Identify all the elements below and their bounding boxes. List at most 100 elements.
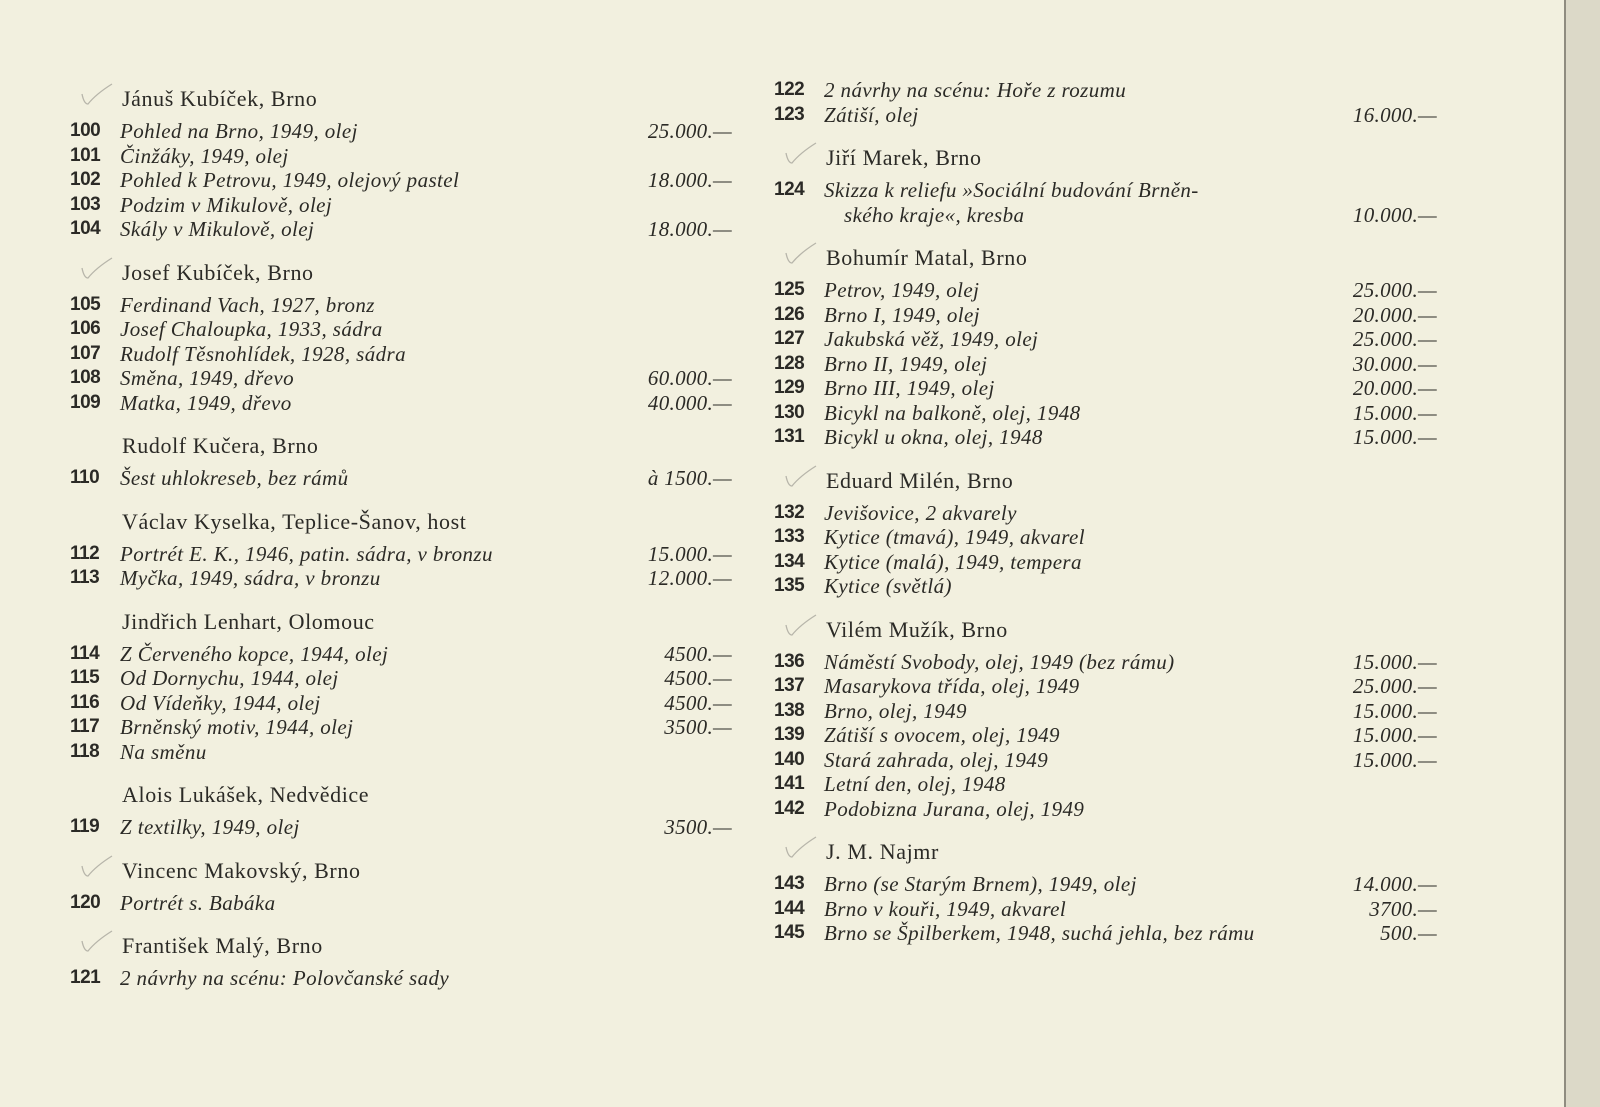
entry-number: 138 <box>774 699 805 721</box>
entry-title: Zátiší, olej <box>824 102 919 127</box>
catalogue-entry: 125 Petrov, 1949, olej 25.000.— <box>774 278 1437 303</box>
entry-number: 119 <box>70 816 100 837</box>
entry-price: 15.000.— <box>1352 400 1437 425</box>
entry-number: 129 <box>774 377 805 398</box>
entry-number: 118 <box>70 740 100 762</box>
entry-number: 140 <box>774 748 805 770</box>
entry-price: 4500.— <box>664 666 732 690</box>
entry-number: 103 <box>70 193 101 215</box>
entry-title: Zátiší s ovocem, olej, 1949 <box>824 723 1060 747</box>
catalogue-entry: 141 Letní den, olej, 1948 <box>774 772 1437 797</box>
artist-heading: Jánuš Kubíček, Brno <box>70 83 732 112</box>
entry-price: 16.000.— <box>1352 102 1437 127</box>
pencil-checkmark-icon <box>81 83 113 105</box>
page-edge <box>1564 0 1566 1107</box>
entry-number: 100 <box>70 120 101 141</box>
pencil-checkmark-icon <box>785 142 817 164</box>
page-edge-background <box>1566 0 1600 1107</box>
artist-heading: J. M. Najmr <box>774 836 1437 865</box>
entry-title: Bicykl na balkoně, olej, 1948 <box>824 400 1081 425</box>
catalogue-entry: 109 Matka, 1949, dřevo 40.000.— <box>70 391 732 416</box>
artist-name: J. M. Najmr <box>826 839 939 864</box>
entry-number: 112 <box>70 542 100 564</box>
entry-price: 30.000.— <box>1352 351 1437 376</box>
catalogue-entry: 145 Brno se Špilberkem, 1948, suchá jehla… <box>774 921 1437 946</box>
artist-name: Josef Kubíček, Brno <box>122 259 314 285</box>
catalogue-entry: 131 Bicykl u okna, olej, 1948 15.000.— <box>774 425 1437 450</box>
catalogue-entry: 107 Rudolf Těsnohlídek, 1928, sádra <box>70 342 732 367</box>
catalogue-column-right: 122 2 návrhy na scénu: Hoře z rozumu 123 Zá… <box>774 78 1437 946</box>
entry-title: Petrov, 1949, olej <box>824 278 980 302</box>
entry-title: Na směnu <box>120 739 207 764</box>
catalogue-entry: 138 Brno, olej, 1949 15.000.— <box>774 699 1437 724</box>
entry-number: 109 <box>70 391 101 413</box>
catalogue-entry: 129 Brno III, 1949, olej 20.000.— <box>774 376 1437 401</box>
entry-price: 25.000.— <box>1352 327 1437 351</box>
catalogue-entry: 144 Brno v kouři, 1949, akvarel 3700.— <box>774 897 1437 922</box>
pencil-checkmark-icon <box>785 613 817 636</box>
entry-price: 3500.— <box>664 715 732 739</box>
entry-price: 10.000.— <box>1352 202 1437 227</box>
catalogue-entry: 106 Josef Chaloupka, 1933, sádra <box>70 317 732 342</box>
entry-number: 141 <box>774 773 805 794</box>
catalogue-entry: 140 Stará zahrada, olej, 1949 15.000.— <box>774 748 1437 773</box>
entry-number: 114 <box>70 642 100 664</box>
artist-heading: František Malý, Brno <box>70 930 732 959</box>
entry-price: 15.000.— <box>1352 698 1437 723</box>
entry-price: 60.000.— <box>647 366 732 390</box>
entry-title: Kytice (tmavá), 1949, akvarel <box>824 525 1085 549</box>
artist-name: Vilém Mužík, Brno <box>826 616 1008 642</box>
entry-price: 15.000.— <box>1352 649 1437 674</box>
entry-number: 108 <box>70 367 101 388</box>
catalogue-entry: 114 Z Červeného kopce, 1944, olej 4500.— <box>70 642 732 667</box>
entry-title: Bicykl u okna, olej, 1948 <box>824 425 1043 449</box>
artist-name: Bohumír Matal, Brno <box>826 245 1028 270</box>
artist-name: Václav Kyselka, Teplice-Šanov, host <box>122 508 467 534</box>
entry-title: Josef Chaloupka, 1933, sádra <box>120 317 383 341</box>
entry-number: 105 <box>70 293 101 315</box>
entry-price: 18.000.— <box>647 168 732 192</box>
entry-price: 15.000.— <box>1352 723 1437 747</box>
entry-title: Pohled na Brno, 1949, olej <box>120 119 358 143</box>
catalogue-entry: 112 Portrét E. K., 1946, patin. sádra, v … <box>70 542 732 567</box>
entry-number: 120 <box>70 891 101 913</box>
catalogue-entry: 120 Portrét s. Babáka <box>70 891 732 916</box>
entry-title: Od Dornychu, 1944, olej <box>120 666 339 690</box>
artist-heading: Alois Lukášek, Nedvědice <box>70 782 732 808</box>
entry-number: 127 <box>774 328 805 349</box>
entry-title: Brno III, 1949, olej <box>824 376 995 400</box>
catalogue-entry: 122 2 návrhy na scénu: Hoře z rozumu <box>774 78 1437 103</box>
entry-price: 3700.— <box>1369 896 1437 921</box>
entry-number: 117 <box>70 716 100 737</box>
catalogue-entry: 116 Od Vídeňky, 1944, olej 4500.— <box>70 691 732 716</box>
catalogue-entry: 101 Činžáky, 1949, olej <box>70 144 732 169</box>
entry-price: 25.000.— <box>1352 674 1437 698</box>
entry-title: Portrét E. K., 1946, patin. sádra, v bro… <box>120 541 493 566</box>
entry-number: 115 <box>70 667 100 688</box>
catalogue-entry: 128 Brno II, 1949, olej 30.000.— <box>774 352 1437 377</box>
entry-number: 106 <box>70 318 101 339</box>
entry-number: 121 <box>70 967 101 988</box>
entry-price: 25.000.— <box>647 119 732 143</box>
catalogue-entry: 142 Podobizna Jurana, olej, 1949 <box>774 797 1437 822</box>
catalogue-entry: 130 Bicykl na balkoně, olej, 1948 15.000.— <box>774 401 1437 426</box>
entry-price: 15.000.— <box>647 541 732 566</box>
entry-title: Z textilky, 1949, olej <box>120 815 300 839</box>
catalogue-entry: 134 Kytice (malá), 1949, tempera <box>774 550 1437 575</box>
artist-heading: Bohumír Matal, Brno <box>774 242 1437 271</box>
entry-title: Jevišovice, 2 akvarely <box>824 500 1017 525</box>
entry-number: 123 <box>774 103 805 125</box>
entry-number: 124 <box>774 179 805 200</box>
catalogue-entry: 118 Na směnu <box>70 740 732 765</box>
entry-title: Jakubská věž, 1949, olej <box>824 327 1039 351</box>
entry-title: Stará zahrada, olej, 1949 <box>824 747 1049 772</box>
entry-title: Skály v Mikulově, olej <box>120 217 315 241</box>
entry-title: Rudolf Těsnohlídek, 1928, sádra <box>120 341 406 366</box>
catalogue-entry: 119 Z textilky, 1949, olej 3500.— <box>70 815 732 840</box>
artist-heading: Jiří Marek, Brno <box>774 142 1437 171</box>
entry-title: Kytice (světlá) <box>824 574 952 598</box>
entry-title: Skizza k reliefu »Sociální budování Brně… <box>824 178 1199 202</box>
entry-title-continuation: ského kraje«, kresba <box>844 202 1025 227</box>
entry-price: 15.000.— <box>1352 425 1437 449</box>
entry-number: 135 <box>774 575 805 596</box>
